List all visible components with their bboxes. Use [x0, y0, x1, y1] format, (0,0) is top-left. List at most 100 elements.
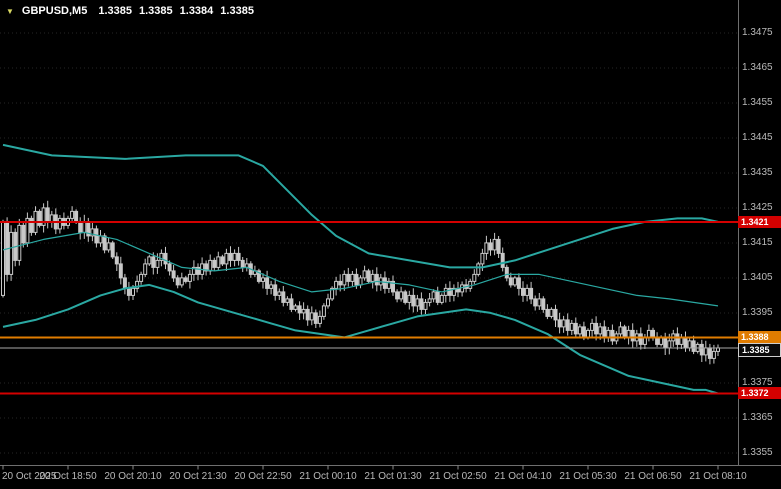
candle	[687, 340, 692, 349]
price-axis-label: 1.3445	[742, 131, 773, 143]
candle	[549, 308, 554, 317]
candle	[74, 210, 79, 223]
candle	[707, 347, 712, 359]
candle	[17, 224, 22, 261]
chart-symbol-header: ▼ GBPUSD,M5 1.3385 1.3385 1.3384 1.3385	[6, 5, 254, 17]
bar-low-value: 1.3384	[179, 5, 214, 17]
price-axis-label: 1.3455	[742, 96, 773, 108]
candle	[362, 270, 367, 279]
candle	[41, 207, 46, 226]
price-axis-label: 1.3395	[742, 306, 773, 318]
candle	[171, 270, 176, 279]
candle	[407, 294, 412, 303]
candle	[581, 326, 586, 338]
candle	[256, 270, 261, 282]
candle	[9, 231, 14, 275]
candle	[326, 298, 330, 307]
candle	[196, 266, 200, 275]
candle	[699, 343, 704, 356]
price-axis[interactable]: 1.3475 1.3465 1.3455 1.3445 1.3435 1.3425 1.34…	[738, 0, 781, 466]
candle	[529, 287, 534, 300]
candle	[37, 210, 42, 226]
candle	[663, 336, 668, 349]
candle	[309, 312, 314, 321]
candle	[655, 336, 660, 345]
candle	[537, 298, 542, 307]
candle	[366, 270, 371, 282]
candle	[451, 287, 456, 296]
candle	[630, 329, 635, 342]
price-tag-current: 1.3385	[738, 342, 781, 357]
price-tag-resistance: 1.3421	[738, 215, 781, 228]
candle	[175, 277, 180, 286]
price-axis-label: 1.3465	[742, 61, 773, 73]
candle	[492, 238, 497, 251]
bar-high-value: 1.3385	[138, 5, 173, 17]
candle	[553, 308, 558, 321]
candle	[330, 287, 335, 300]
candle	[131, 287, 135, 296]
bar-open-value: 1.3385	[98, 5, 132, 17]
price-axis-label: 1.3425	[742, 201, 773, 213]
candle	[313, 312, 318, 324]
candle	[78, 221, 83, 233]
price-axis-label: 1.3475	[742, 26, 773, 38]
candle	[261, 277, 265, 282]
candle	[598, 326, 603, 335]
candle	[289, 298, 294, 310]
candle	[49, 214, 54, 223]
candle	[679, 336, 684, 345]
candle	[208, 259, 213, 272]
candle	[602, 326, 607, 338]
candle	[293, 305, 298, 310]
candle	[297, 305, 302, 314]
candle	[476, 263, 481, 275]
candle	[334, 280, 339, 289]
candle	[468, 280, 473, 289]
candle	[496, 238, 501, 254]
candle	[431, 291, 436, 300]
candle	[557, 319, 562, 328]
candle	[179, 277, 184, 286]
candle	[533, 298, 538, 307]
candle	[561, 319, 566, 328]
candle	[516, 277, 521, 289]
candle	[504, 266, 509, 279]
candle	[386, 280, 391, 289]
candle	[273, 284, 278, 296]
candle	[480, 252, 485, 265]
candle	[691, 340, 696, 352]
bollinger-upper-band	[2, 143, 719, 269]
candle	[21, 224, 26, 244]
candle	[419, 298, 424, 310]
candle	[29, 217, 34, 233]
candle	[525, 287, 530, 296]
candle	[427, 298, 432, 303]
candle	[321, 305, 326, 317]
candle	[151, 256, 156, 268]
candle	[594, 322, 599, 335]
candle	[228, 252, 233, 261]
candle	[57, 217, 62, 230]
candle	[399, 291, 404, 300]
candle	[508, 277, 513, 286]
bollinger-lower-band	[2, 283, 719, 395]
bollinger-middle-band	[2, 231, 719, 307]
candle	[711, 350, 716, 359]
candle	[618, 326, 623, 335]
candle	[240, 259, 245, 268]
candle	[338, 280, 343, 286]
candle	[395, 291, 400, 300]
candle	[269, 284, 274, 289]
candle	[163, 252, 168, 265]
candle	[216, 256, 221, 268]
candle	[703, 347, 708, 356]
candle	[488, 242, 493, 251]
candle	[415, 298, 420, 307]
candle	[204, 263, 209, 272]
candle	[354, 273, 359, 286]
candle	[118, 263, 123, 279]
candle	[716, 347, 720, 352]
